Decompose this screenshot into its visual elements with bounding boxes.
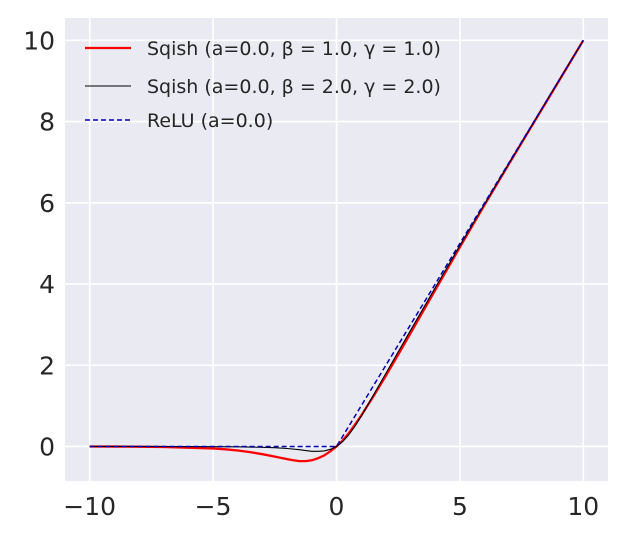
y-tick-label: 6: [39, 189, 55, 218]
x-tick-label: 0: [329, 492, 345, 521]
legend: Sqish (a=0.0, β = 1.0, γ = 1.0) Sqish (a=…: [85, 38, 441, 132]
y-tick-label: 8: [39, 108, 55, 137]
series-lines: [89, 39, 585, 463]
legend-label-3: ReLU (a=0.0): [147, 110, 273, 132]
series-line-3: [89, 39, 584, 448]
x-tick-label: 5: [452, 492, 468, 521]
legend-label-2: Sqish (a=0.0, β = 2.0, γ = 2.0): [147, 76, 441, 98]
x-tick-label: −5: [195, 492, 232, 521]
legend-label-1: Sqish (a=0.0, β = 1.0, γ = 1.0): [147, 38, 441, 60]
y-tick-label: 0: [39, 432, 55, 461]
y-tick-label: 4: [39, 270, 55, 299]
grid: [65, 18, 608, 481]
y-tick-label: 10: [23, 26, 55, 55]
x-tick-label: 10: [567, 492, 599, 521]
x-tick-label: −10: [63, 492, 116, 521]
y-tick-label: 2: [39, 351, 55, 380]
tick-labels: −10 −5 0 5 10 0 2 4 6 8 10: [23, 26, 599, 521]
series-line-1: [89, 39, 585, 463]
